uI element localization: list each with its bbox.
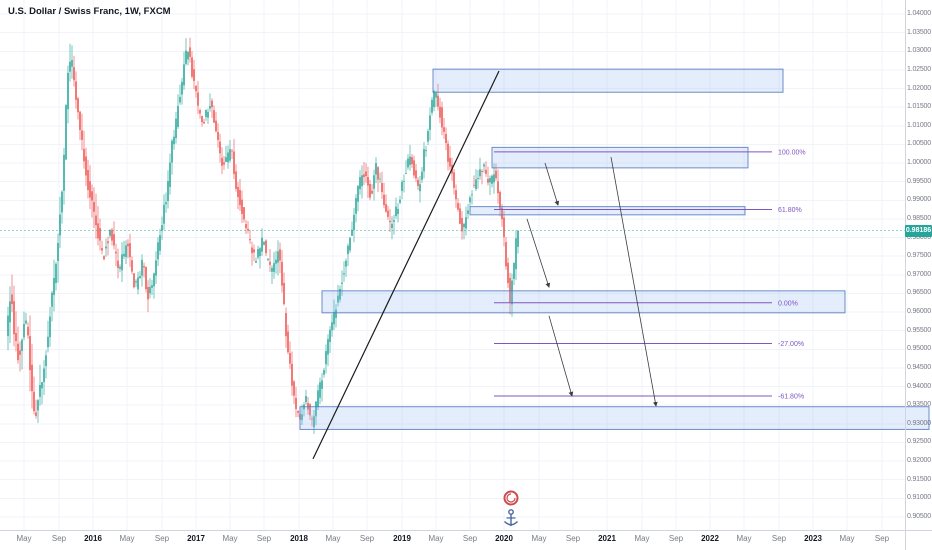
time-tick-label: May (16, 534, 32, 543)
price-tick-label: 0.92000 (907, 457, 931, 465)
price-tick-label: 0.98500 (907, 214, 931, 222)
last-price-label: 0.98186 (905, 224, 932, 237)
fib-level-label: -61.80% (778, 394, 804, 401)
zones-layer[interactable] (299, 68, 930, 430)
time-tick-label: Sep (668, 534, 684, 543)
candles-layer (7, 37, 519, 434)
supply-zone-upper[interactable] (432, 68, 784, 93)
fib-level-label: 100.00% (778, 149, 806, 156)
price-tick-label: 0.91500 (907, 475, 931, 483)
price-tick-label: 1.01000 (907, 121, 931, 129)
fib-618-zone[interactable] (469, 206, 746, 216)
fib-100-zone[interactable] (491, 146, 749, 169)
fib-level-label: 0.00% (778, 300, 798, 307)
price-tick-label: 0.94500 (907, 363, 931, 371)
annotation-arrow[interactable] (610, 157, 658, 407)
time-tick-label: May (222, 534, 238, 543)
time-tick-label: Sep (565, 534, 581, 543)
time-tick-label: 2017 (187, 534, 205, 543)
price-tick-label: 0.99000 (907, 196, 931, 204)
fib-0-zone[interactable] (321, 290, 846, 314)
time-tick-label: Sep (874, 534, 890, 543)
anchor-icon-blue (504, 509, 518, 526)
time-tick-label: May (736, 534, 752, 543)
time-tick-label: Sep (771, 534, 787, 543)
price-tick-label: 0.90500 (907, 513, 931, 520)
price-tick-label: 0.96500 (907, 289, 931, 297)
time-tick-label: Sep (462, 534, 478, 543)
price-axis[interactable]: 1.04000 1.03500 1.03000 1.02500 1.02000 1.015… (906, 0, 932, 530)
time-tick-label: 2021 (598, 534, 616, 543)
price-tick-label: 0.93000 (907, 419, 931, 427)
price-tick-label: 0.93500 (907, 401, 931, 409)
time-tick-label: 2016 (84, 534, 102, 543)
time-tick-label: 2018 (290, 534, 308, 543)
fib-level-label: -27.00% (778, 341, 804, 348)
price-tick-label: 0.94000 (907, 382, 931, 390)
time-tick-label: May (428, 534, 444, 543)
time-tick-label: May (531, 534, 547, 543)
grid-layer (0, 0, 905, 530)
time-tick-label: May (634, 534, 650, 543)
time-tick-label: Sep (154, 534, 170, 543)
time-tick-label: Sep (51, 534, 67, 543)
price-tick-label: 0.92500 (907, 438, 931, 446)
price-tick-label: 1.01500 (907, 103, 931, 111)
price-tick-label: 1.02500 (907, 65, 931, 73)
price-tick-label: 0.95000 (907, 345, 931, 353)
fib-retracement[interactable]: 100.00% 61.80% 0.00% -27.00% -61.80% (494, 149, 806, 401)
price-tick-label: 0.91000 (907, 494, 931, 502)
arrows-layer[interactable] (526, 157, 658, 407)
price-tick-label: 0.97000 (907, 270, 931, 278)
price-tick-label: 1.00500 (907, 140, 931, 148)
annotation-arrow[interactable] (526, 218, 551, 288)
time-tick-label: 2022 (701, 534, 719, 543)
watermark-logo (500, 489, 522, 534)
price-tick-label: 1.03000 (907, 47, 931, 55)
time-tick-label: May (119, 534, 135, 543)
price-tick-label: 1.04000 (907, 10, 931, 17)
price-tick-label: 0.95500 (907, 326, 931, 334)
time-tick-label: 2023 (804, 534, 822, 543)
time-tick-label: May (839, 534, 855, 543)
price-tick-label: 0.99500 (907, 177, 931, 185)
time-tick-label: 2020 (495, 534, 513, 543)
crest-icon-red (503, 490, 519, 506)
price-tick-label: 0.96000 (907, 308, 931, 316)
time-tick-label: Sep (256, 534, 272, 543)
symbol-title[interactable]: U.S. Dollar / Swiss Franc, 1W, FXCM (8, 6, 171, 17)
price-tick-label: 1.03500 (907, 28, 931, 36)
price-tick-label: 1.02000 (907, 84, 931, 92)
time-tick-label: 2019 (393, 534, 411, 543)
annotation-arrow[interactable] (544, 162, 560, 206)
time-axis[interactable]: May Sep 2016 May Sep 2017 May Sep 2018 May Sep 2019… (0, 532, 932, 550)
trendline[interactable] (312, 70, 500, 460)
demand-zone-lower[interactable] (299, 406, 930, 430)
price-tick-label: 0.97500 (907, 252, 931, 260)
price-tick-label: 0.98000 (907, 233, 931, 241)
time-tick-label: Sep (359, 534, 375, 543)
time-tick-label: May (325, 534, 341, 543)
annotation-arrow[interactable] (548, 315, 574, 397)
fib-level-label: 61.80% (778, 207, 802, 214)
price-tick-label: 1.00000 (907, 159, 931, 167)
